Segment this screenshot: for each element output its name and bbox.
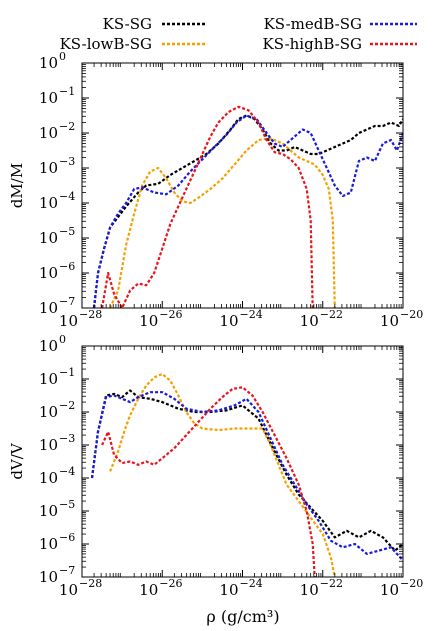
y-tick-exponent: −6 [59,531,75,544]
y-tick-exponent: −6 [59,260,75,273]
y-tick-label: 10 [39,124,58,142]
series-line-ks-highb-sg [101,105,314,308]
x-tick-exponent: −28 [79,577,102,590]
y-tick-exponent: −4 [59,190,75,203]
x-tick-exponent: −26 [159,577,182,590]
y-tick-label: 10 [39,403,58,421]
series-line-ks-lowb-sg [109,372,336,577]
y-tick-label: 10 [39,229,58,247]
y-tick-exponent: 0 [59,50,66,63]
panel-dm-over-m: dM/M10 010 −110 −210 −310 −410 −510 −610 −710 −28… [8,50,423,330]
series-group [92,105,403,308]
series-line-ks-sg [92,114,403,308]
y-tick-label: 10 [39,194,58,212]
x-tick-exponent: −28 [79,308,102,321]
plot-frame [81,345,404,578]
x-axis-label: ρ (g/cm³) [206,607,279,626]
x-tick-exponent: −20 [400,577,423,590]
y-tick-exponent: −3 [59,155,75,168]
x-tick-label: 10 [300,581,319,599]
y-axis-label: dV/V [8,442,26,479]
legend-item-ks-medb-sg: KS-medB-SG [264,15,417,33]
x-tick-exponent: −22 [320,308,343,321]
panel-dv-over-v: dV/V10 010 −110 −210 −310 −410 −510 −610 −710 −28… [8,333,423,599]
y-tick-label: 10 [39,502,58,520]
y-tick-exponent: −3 [59,432,75,445]
x-tick-label: 10 [219,581,238,599]
y-tick-label: 10 [39,370,58,388]
y-tick-exponent: −2 [59,120,75,133]
series-line-ks-medb-sg [90,391,403,562]
y-tick-label: 10 [39,159,58,177]
legend-label: KS-highB-SG [263,35,362,53]
legend-item-ks-lowb-sg: KS-lowB-SG [60,35,207,53]
y-tick-exponent: −5 [59,225,75,238]
legend-label: KS-SG [103,15,152,33]
y-tick-label: 10 [39,535,58,553]
series-group [90,372,403,577]
y-tick-label: 10 [39,264,58,282]
y-axis-label: dM/M [8,163,26,208]
x-tick-label: 10 [380,312,399,330]
series-line-ks-medb-sg [92,114,403,308]
y-tick-exponent: −5 [59,498,75,511]
y-tick-exponent: −7 [59,564,75,577]
legend-label: KS-lowB-SG [60,35,152,53]
x-tick-label: 10 [139,581,158,599]
x-tick-exponent: −22 [320,577,343,590]
y-tick-label: 10 [39,337,58,355]
series-line-ks-lowb-sg [109,137,336,308]
x-tick-exponent: −26 [159,308,182,321]
x-tick-label: 10 [219,312,238,330]
y-tick-exponent: −7 [59,295,75,308]
x-tick-label: 10 [300,312,319,330]
x-tick-label: 10 [59,581,78,599]
y-tick-exponent: −2 [59,399,75,412]
y-tick-label: 10 [39,436,58,454]
y-tick-label: 10 [39,299,58,317]
x-tick-label: 10 [59,312,78,330]
legend-item-ks-sg: KS-SG [103,15,207,33]
legend-label: KS-medB-SG [264,15,362,33]
x-tick-exponent: −24 [240,308,263,321]
series-line-ks-highb-sg [101,386,316,577]
legend: KS-SG KS-lowB-SG KS-medB-SG KS-highB-SG [60,15,417,53]
y-tick-exponent: −1 [59,366,75,379]
x-tick-label: 10 [139,312,158,330]
x-tick-exponent: −24 [240,577,263,590]
y-tick-exponent: −4 [59,465,75,478]
y-tick-label: 10 [39,54,58,72]
plot-frame [81,62,404,309]
y-tick-exponent: −1 [59,85,75,98]
y-tick-label: 10 [39,568,58,586]
y-tick-exponent: 0 [59,333,66,346]
series-line-ks-sg [90,389,403,552]
y-tick-label: 10 [39,469,58,487]
y-tick-label: 10 [39,89,58,107]
x-tick-label: 10 [380,581,399,599]
x-tick-exponent: −20 [400,308,423,321]
legend-item-ks-highb-sg: KS-highB-SG [263,35,417,53]
